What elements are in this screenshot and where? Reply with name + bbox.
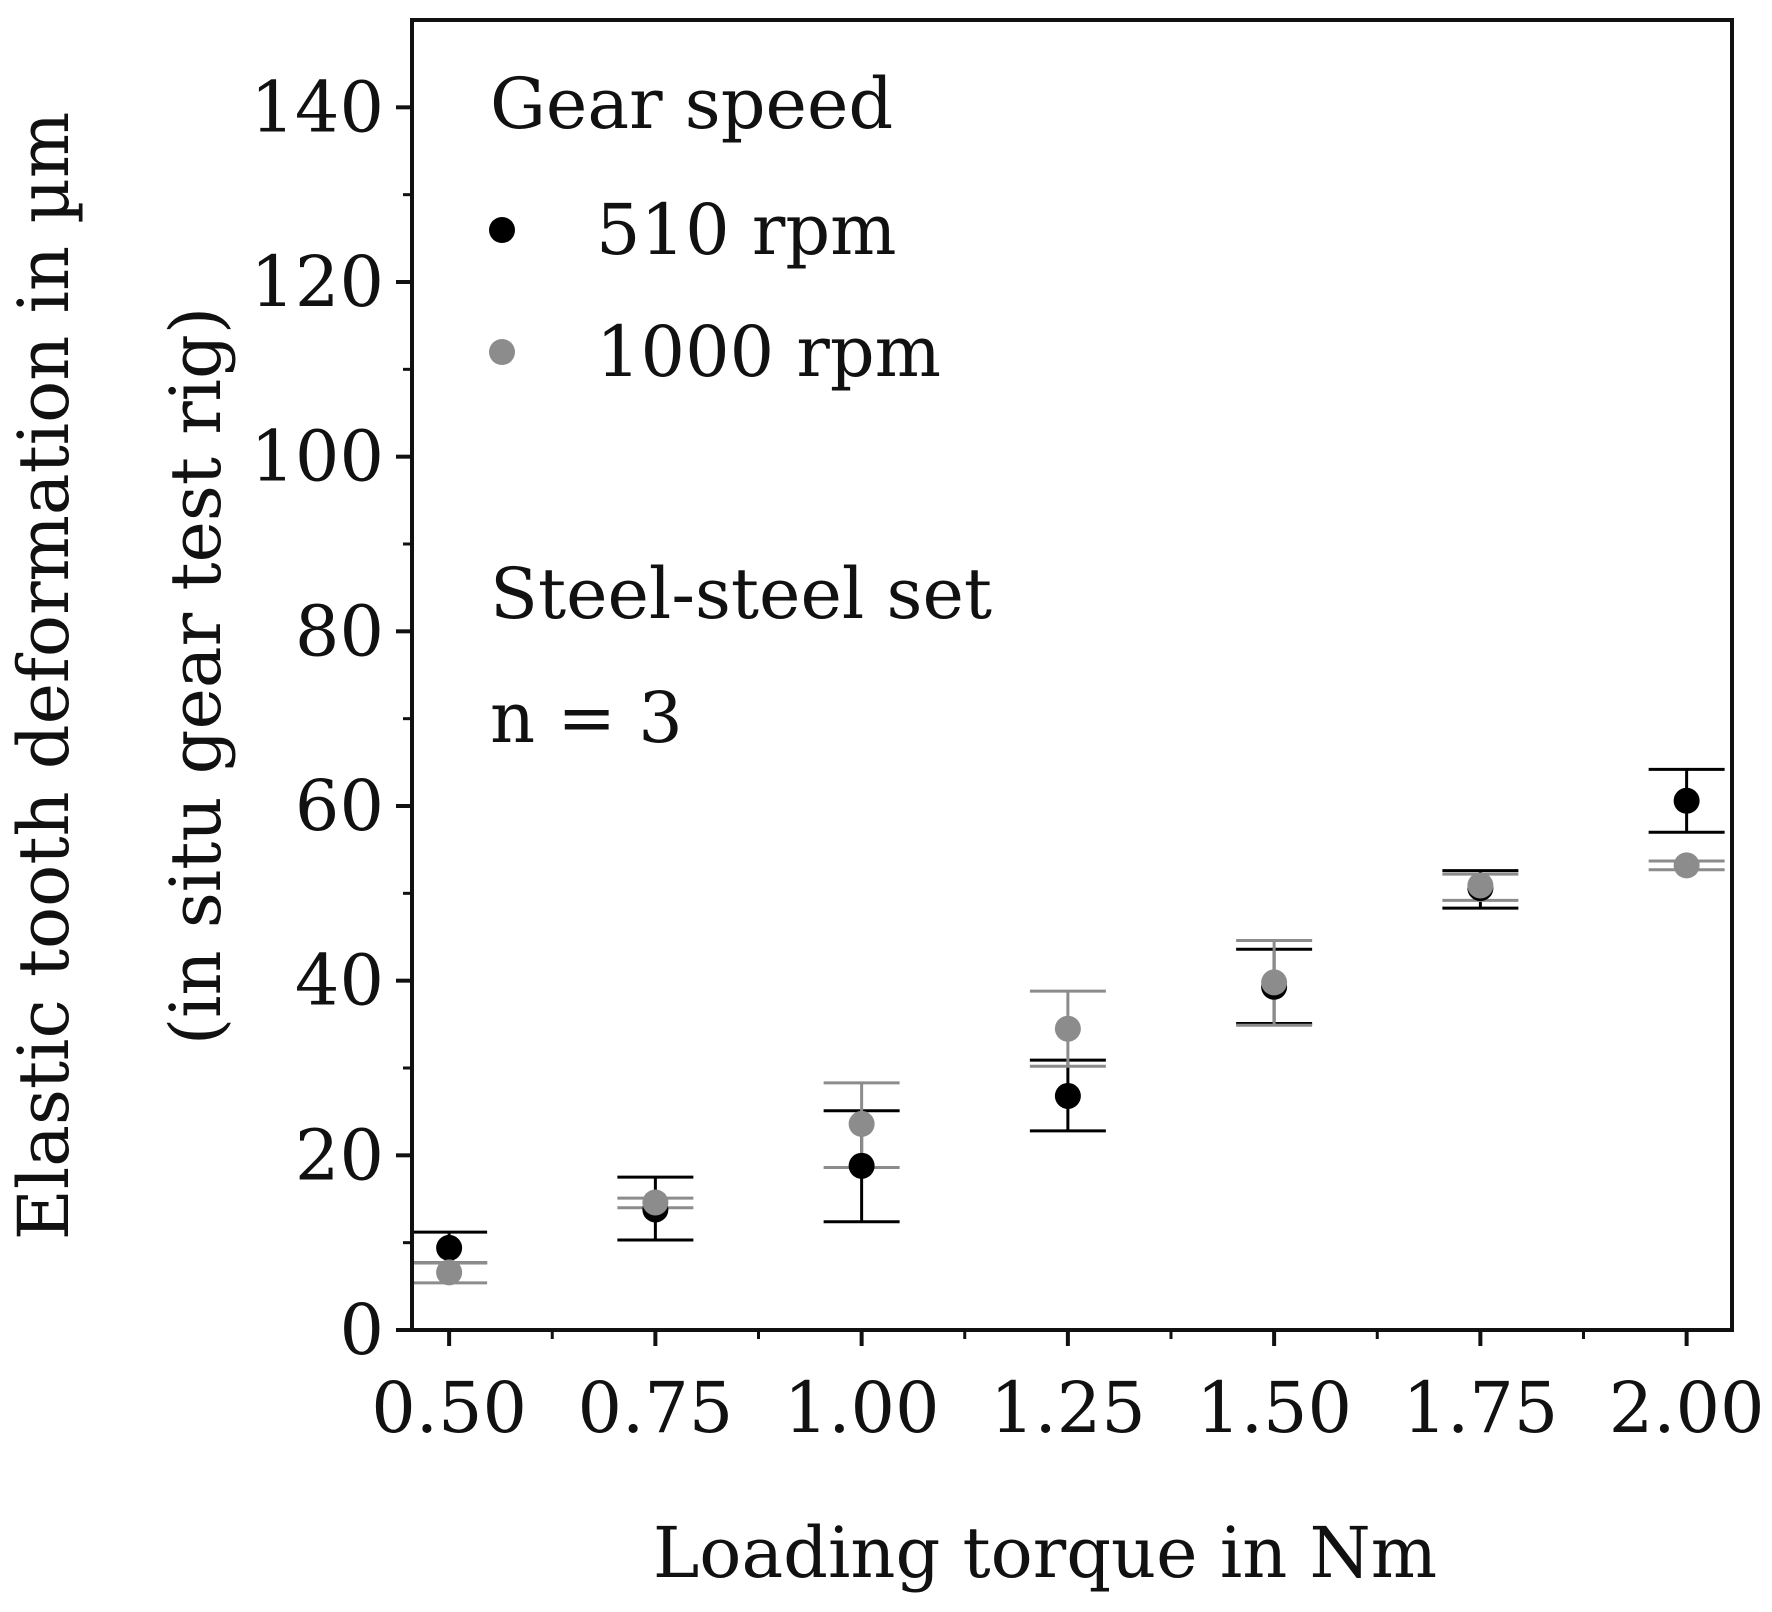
x-tick-label: 0.50 bbox=[371, 1367, 527, 1449]
annotation-material: Steel-steel set bbox=[490, 553, 992, 635]
data-point-510-rpm bbox=[1673, 787, 1700, 814]
y-axis-title: Elastic tooth deformation in µm bbox=[3, 112, 85, 1240]
y-tick-label: 0 bbox=[339, 1289, 384, 1371]
x-tick-label: 1.25 bbox=[990, 1367, 1146, 1449]
y-tick-label: 60 bbox=[295, 765, 384, 847]
axes-layer: 0.50 0.75 1.00 1.25 1.50 1.75 2.00 0 20 40 60 80 100… bbox=[250, 18, 1765, 1449]
x-tick-label: 1.75 bbox=[1402, 1367, 1558, 1449]
y-tick-label: 100 bbox=[250, 416, 384, 498]
data-point-1000-rpm bbox=[1261, 969, 1288, 996]
data-point-1000-rpm bbox=[1467, 872, 1494, 899]
legend-marker-510-rpm bbox=[489, 217, 515, 243]
legend-label-510-rpm: 510 rpm bbox=[596, 189, 897, 271]
data-point-510-rpm bbox=[436, 1234, 463, 1261]
points-layer bbox=[436, 787, 1700, 1286]
legend-marker-1000-rpm bbox=[489, 339, 515, 365]
plot-frame bbox=[410, 18, 1734, 1332]
x-tick-label: 1.50 bbox=[1196, 1367, 1352, 1449]
data-point-1000-rpm bbox=[436, 1259, 463, 1286]
y-tick-label: 120 bbox=[250, 241, 384, 323]
y-tick-label: 80 bbox=[295, 590, 384, 672]
data-point-1000-rpm bbox=[1673, 852, 1700, 879]
data-point-510-rpm bbox=[1054, 1082, 1081, 1109]
y-tick-label: 20 bbox=[295, 1114, 384, 1196]
annotation-sample-size: n = 3 bbox=[490, 677, 683, 759]
data-point-1000-rpm bbox=[1054, 1015, 1081, 1042]
y-axis-subtitle: (in situ gear test rig) bbox=[155, 307, 237, 1045]
data-point-1000-rpm bbox=[848, 1110, 875, 1137]
labels-layer: Loading torque in Nm Elastic tooth defor… bbox=[3, 63, 1437, 1594]
x-tick-label: 1.00 bbox=[784, 1367, 940, 1449]
data-point-510-rpm bbox=[848, 1152, 875, 1179]
legend-title: Gear speed bbox=[490, 63, 893, 145]
x-tick-label: 0.75 bbox=[577, 1367, 733, 1449]
y-tick-label: 40 bbox=[295, 940, 384, 1022]
y-tick-label: 140 bbox=[250, 66, 384, 148]
data-point-1000-rpm bbox=[642, 1189, 669, 1216]
x-tick-label: 2.00 bbox=[1609, 1367, 1765, 1449]
legend-label-1000-rpm: 1000 rpm bbox=[596, 311, 941, 393]
x-axis-title: Loading torque in Nm bbox=[653, 1512, 1437, 1594]
